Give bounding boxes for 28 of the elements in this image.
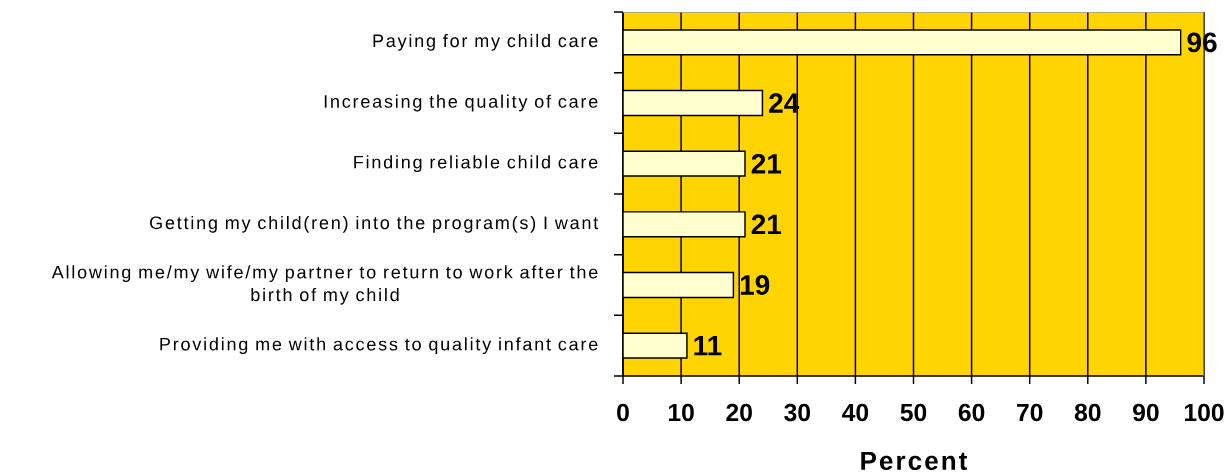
y-tick-label: Getting my child(ren) into the program(s) I want	[150, 215, 599, 233]
data-label: 11	[694, 336, 722, 356]
y-tick-label: Paying for my child care	[373, 33, 598, 51]
x-tick-label: 10	[668, 403, 694, 422]
data-label: 21	[751, 153, 782, 174]
y-tick-label: Increasing the quality of care	[324, 94, 598, 112]
x-tick-label: 70	[1017, 403, 1043, 422]
x-tick-label: 80	[1074, 403, 1101, 422]
y-tick-label: Providing me with access to quality infant care	[160, 337, 598, 355]
data-label: 21	[751, 214, 782, 235]
data-label: 19	[740, 275, 770, 295]
x-tick-label: 50	[900, 403, 927, 422]
x-axis-title: Percent	[861, 451, 968, 471]
x-tick-label: 20	[726, 403, 752, 422]
bar	[623, 211, 746, 238]
bar	[623, 89, 764, 117]
x-tick-label: 100	[1184, 403, 1224, 422]
bar	[623, 29, 1182, 56]
x-tick-label: 60	[958, 403, 985, 422]
x-tick-label: 90	[1133, 403, 1159, 422]
bar	[623, 271, 735, 299]
bar	[623, 150, 746, 177]
y-tick-label: Finding reliable child care	[354, 155, 598, 173]
x-tick-label: 30	[784, 403, 811, 422]
x-tick-label: 0	[617, 403, 629, 422]
x-tick-label: 40	[842, 403, 869, 422]
bar	[623, 332, 688, 359]
y-tick-label: Allowing me/my wife/my partner to return to work after the birth of my child	[51, 265, 598, 305]
